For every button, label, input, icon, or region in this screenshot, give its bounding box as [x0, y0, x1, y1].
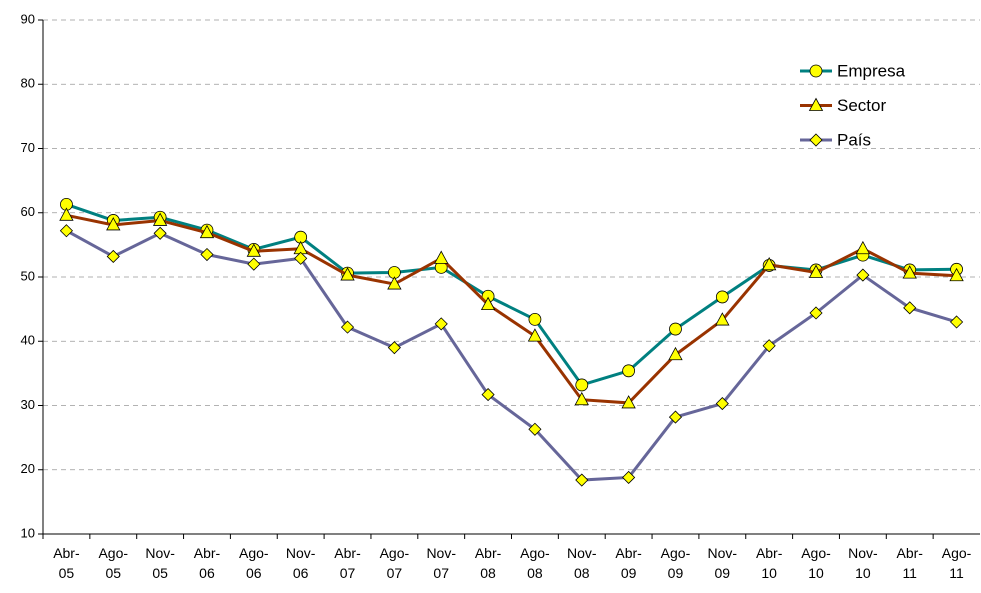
marker — [434, 317, 448, 331]
marker — [622, 364, 636, 378]
legend-label: País — [837, 130, 871, 149]
marker — [59, 207, 74, 221]
marker — [152, 212, 168, 226]
x-tick-label: Nov-10 — [848, 545, 878, 581]
marker — [481, 388, 495, 402]
marker — [434, 250, 449, 264]
marker — [387, 276, 402, 290]
x-tick-label: Ago-05 — [98, 545, 129, 581]
legend-marker — [809, 64, 823, 78]
series-line — [66, 213, 957, 405]
marker — [855, 240, 871, 255]
marker — [199, 224, 215, 239]
marker — [669, 322, 682, 336]
marker — [106, 217, 121, 231]
y-tick-label: 50 — [21, 268, 35, 283]
marker — [246, 243, 261, 257]
marker — [200, 247, 214, 262]
marker — [59, 224, 73, 238]
marker — [856, 268, 870, 282]
x-tick-label: Nov-07 — [426, 545, 456, 581]
y-tick-label: 10 — [21, 525, 35, 540]
legend-label: Empresa — [837, 61, 906, 80]
marker — [715, 397, 729, 411]
marker — [528, 422, 542, 436]
x-tick-label: Ago-11 — [941, 545, 972, 581]
y-tick-label: 70 — [21, 140, 35, 155]
series-line — [65, 229, 958, 482]
x-tick-label: Abr-05 — [53, 545, 80, 581]
x-tick-label: Ago-10 — [801, 545, 831, 581]
marker — [340, 267, 355, 281]
marker — [715, 290, 729, 304]
y-tick-label: 20 — [21, 461, 35, 476]
x-tick-label: Nov-05 — [145, 545, 175, 581]
marker — [575, 473, 589, 487]
y-tick-label: 60 — [21, 204, 35, 219]
x-tick-label: Nov-08 — [566, 545, 597, 581]
marker — [528, 313, 542, 326]
marker — [902, 265, 917, 279]
x-tick-label: Ago-06 — [239, 545, 269, 581]
series-line — [65, 202, 957, 387]
x-tick-label: Abr-09 — [615, 545, 642, 581]
marker — [340, 320, 355, 334]
marker — [153, 226, 167, 240]
x-tick-label: Abr-07 — [334, 545, 361, 581]
x-tick-label: Nov-06 — [285, 545, 316, 581]
y-tick-label: 90 — [21, 11, 35, 26]
marker — [949, 267, 964, 282]
x-tick-label: Abr-08 — [474, 545, 502, 581]
x-tick-label: Abr-06 — [193, 545, 221, 581]
marker — [762, 256, 777, 271]
marker — [808, 264, 824, 278]
x-tick-label: Ago-08 — [520, 545, 550, 581]
x-tick-label: Nov-09 — [707, 545, 738, 581]
marker — [622, 470, 636, 485]
x-tick-label: Ago-09 — [660, 545, 691, 581]
marker — [762, 339, 776, 353]
marker — [903, 301, 917, 315]
marker — [387, 341, 401, 355]
marker — [575, 378, 589, 392]
legend-label: Sector — [837, 96, 886, 115]
marker — [527, 328, 543, 342]
legend-marker — [808, 97, 824, 111]
marker — [574, 391, 589, 406]
marker — [621, 395, 636, 409]
y-tick-label: 30 — [21, 397, 35, 412]
marker — [809, 306, 823, 320]
marker — [106, 249, 120, 264]
marker — [950, 315, 964, 329]
marker — [247, 257, 261, 271]
y-tick-label: 80 — [21, 76, 35, 91]
x-tick-label: Abr-10 — [755, 545, 783, 581]
marker — [715, 312, 730, 326]
y-tick-label: 40 — [21, 333, 35, 348]
x-tick-label: Abr-11 — [896, 545, 923, 581]
legend-marker — [809, 133, 823, 147]
marker — [668, 410, 683, 424]
marker — [668, 346, 683, 361]
x-tick-label: Ago-07 — [379, 545, 410, 581]
marker — [294, 251, 308, 265]
marker — [480, 296, 496, 311]
